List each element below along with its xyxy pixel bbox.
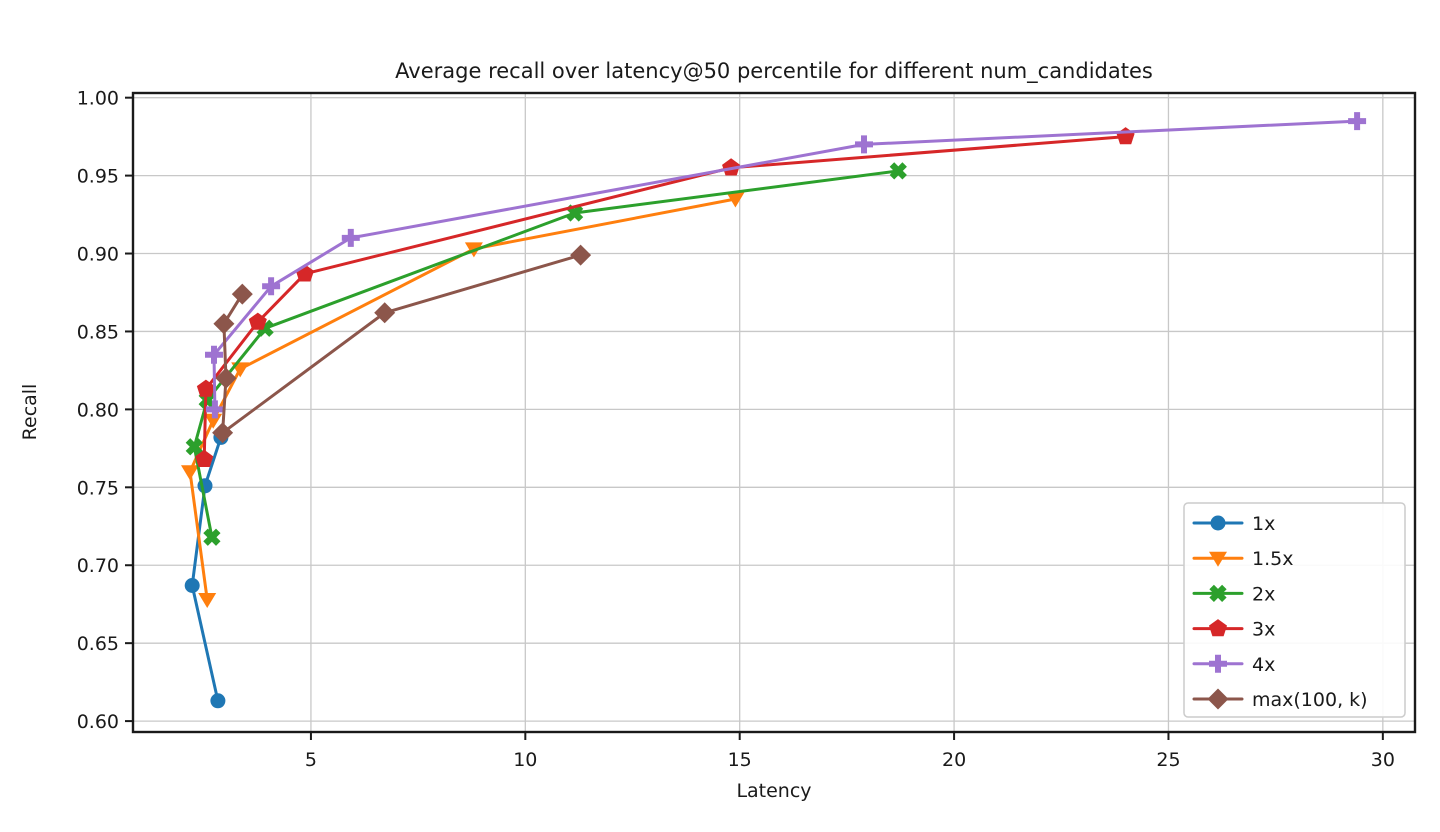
legend-label: 1x [1252,513,1275,535]
legend-entry-2x: 2x [1192,583,1275,605]
y-tick-label: 0.60 [77,711,119,733]
series-line [202,135,1128,461]
data-point [570,244,592,266]
data-point [195,449,214,467]
legend-label: 2x [1252,583,1275,605]
legend-entry-4x: 4x [1192,654,1275,676]
legend-sample-marker [1209,654,1227,673]
y-tick-label: 0.95 [77,166,119,188]
legend-sample-marker [1209,551,1227,567]
y-tick-label: 0.85 [77,321,119,343]
data-point [722,158,741,176]
data-point [374,302,396,324]
legend-entry-1.5x: 1.5x [1192,548,1293,570]
data-point [184,578,200,593]
y-tick-label: 1.00 [77,88,119,110]
x-tick-label: 20 [942,749,966,771]
legend-label: max(100, k) [1252,689,1368,711]
series-line [188,197,737,601]
data-point [215,367,237,389]
data-point [889,162,907,180]
legend-label: 1.5x [1252,548,1293,570]
data-point [203,528,221,546]
legend-sample-marker [1210,515,1226,531]
data-point [196,379,215,397]
legend-entry-max(100, k): max(100, k) [1192,688,1368,711]
x-tick-label: 5 [305,749,317,771]
series-3x [195,127,1135,467]
chart-title: Average recall over latency@50 percentil… [395,59,1153,84]
series-line [212,119,1359,411]
data-point [185,438,203,456]
legend-sample-marker [1207,688,1229,710]
legend-sample-marker [1209,584,1227,603]
legend: 1x 1.5x 2x 3x 4x max(100, k) [1183,502,1406,718]
legend-entry-3x: 3x [1192,619,1275,641]
data-point [248,312,267,330]
series-4x [205,112,1367,419]
data-point [198,593,217,608]
data-point [262,277,281,296]
data-point [1348,112,1367,131]
data-point [205,345,223,364]
y-tick-label: 0.75 [77,477,119,499]
y-axis-label: Recall [19,384,41,441]
series-max(100, k) [212,244,592,444]
x-tick-label: 25 [1156,749,1180,771]
y-tick-label: 0.70 [77,555,119,577]
data-point [855,135,873,154]
data-point [205,400,224,419]
axes-spines [131,91,1417,734]
y-tick-label: 0.65 [77,633,119,655]
y-tick-label: 0.90 [77,244,119,266]
legend-box [1183,502,1406,718]
legend-label: 3x [1252,619,1275,641]
y-tick-label: 0.80 [77,399,119,421]
x-tick-label: 10 [513,749,537,771]
data-point [210,693,226,709]
legend-sample-marker [1208,619,1228,637]
data-point [341,228,360,247]
x-tick-label: 15 [728,749,752,771]
legend-entry-1x: 1x [1192,513,1275,535]
data-point [726,192,745,208]
x-axis-label: Latency [736,780,811,802]
data-point [212,422,234,444]
data-point [231,283,253,305]
data-point [213,313,235,335]
legend-label: 4x [1252,654,1275,676]
x-tick-label: 30 [1371,749,1395,771]
data-point [181,465,199,481]
